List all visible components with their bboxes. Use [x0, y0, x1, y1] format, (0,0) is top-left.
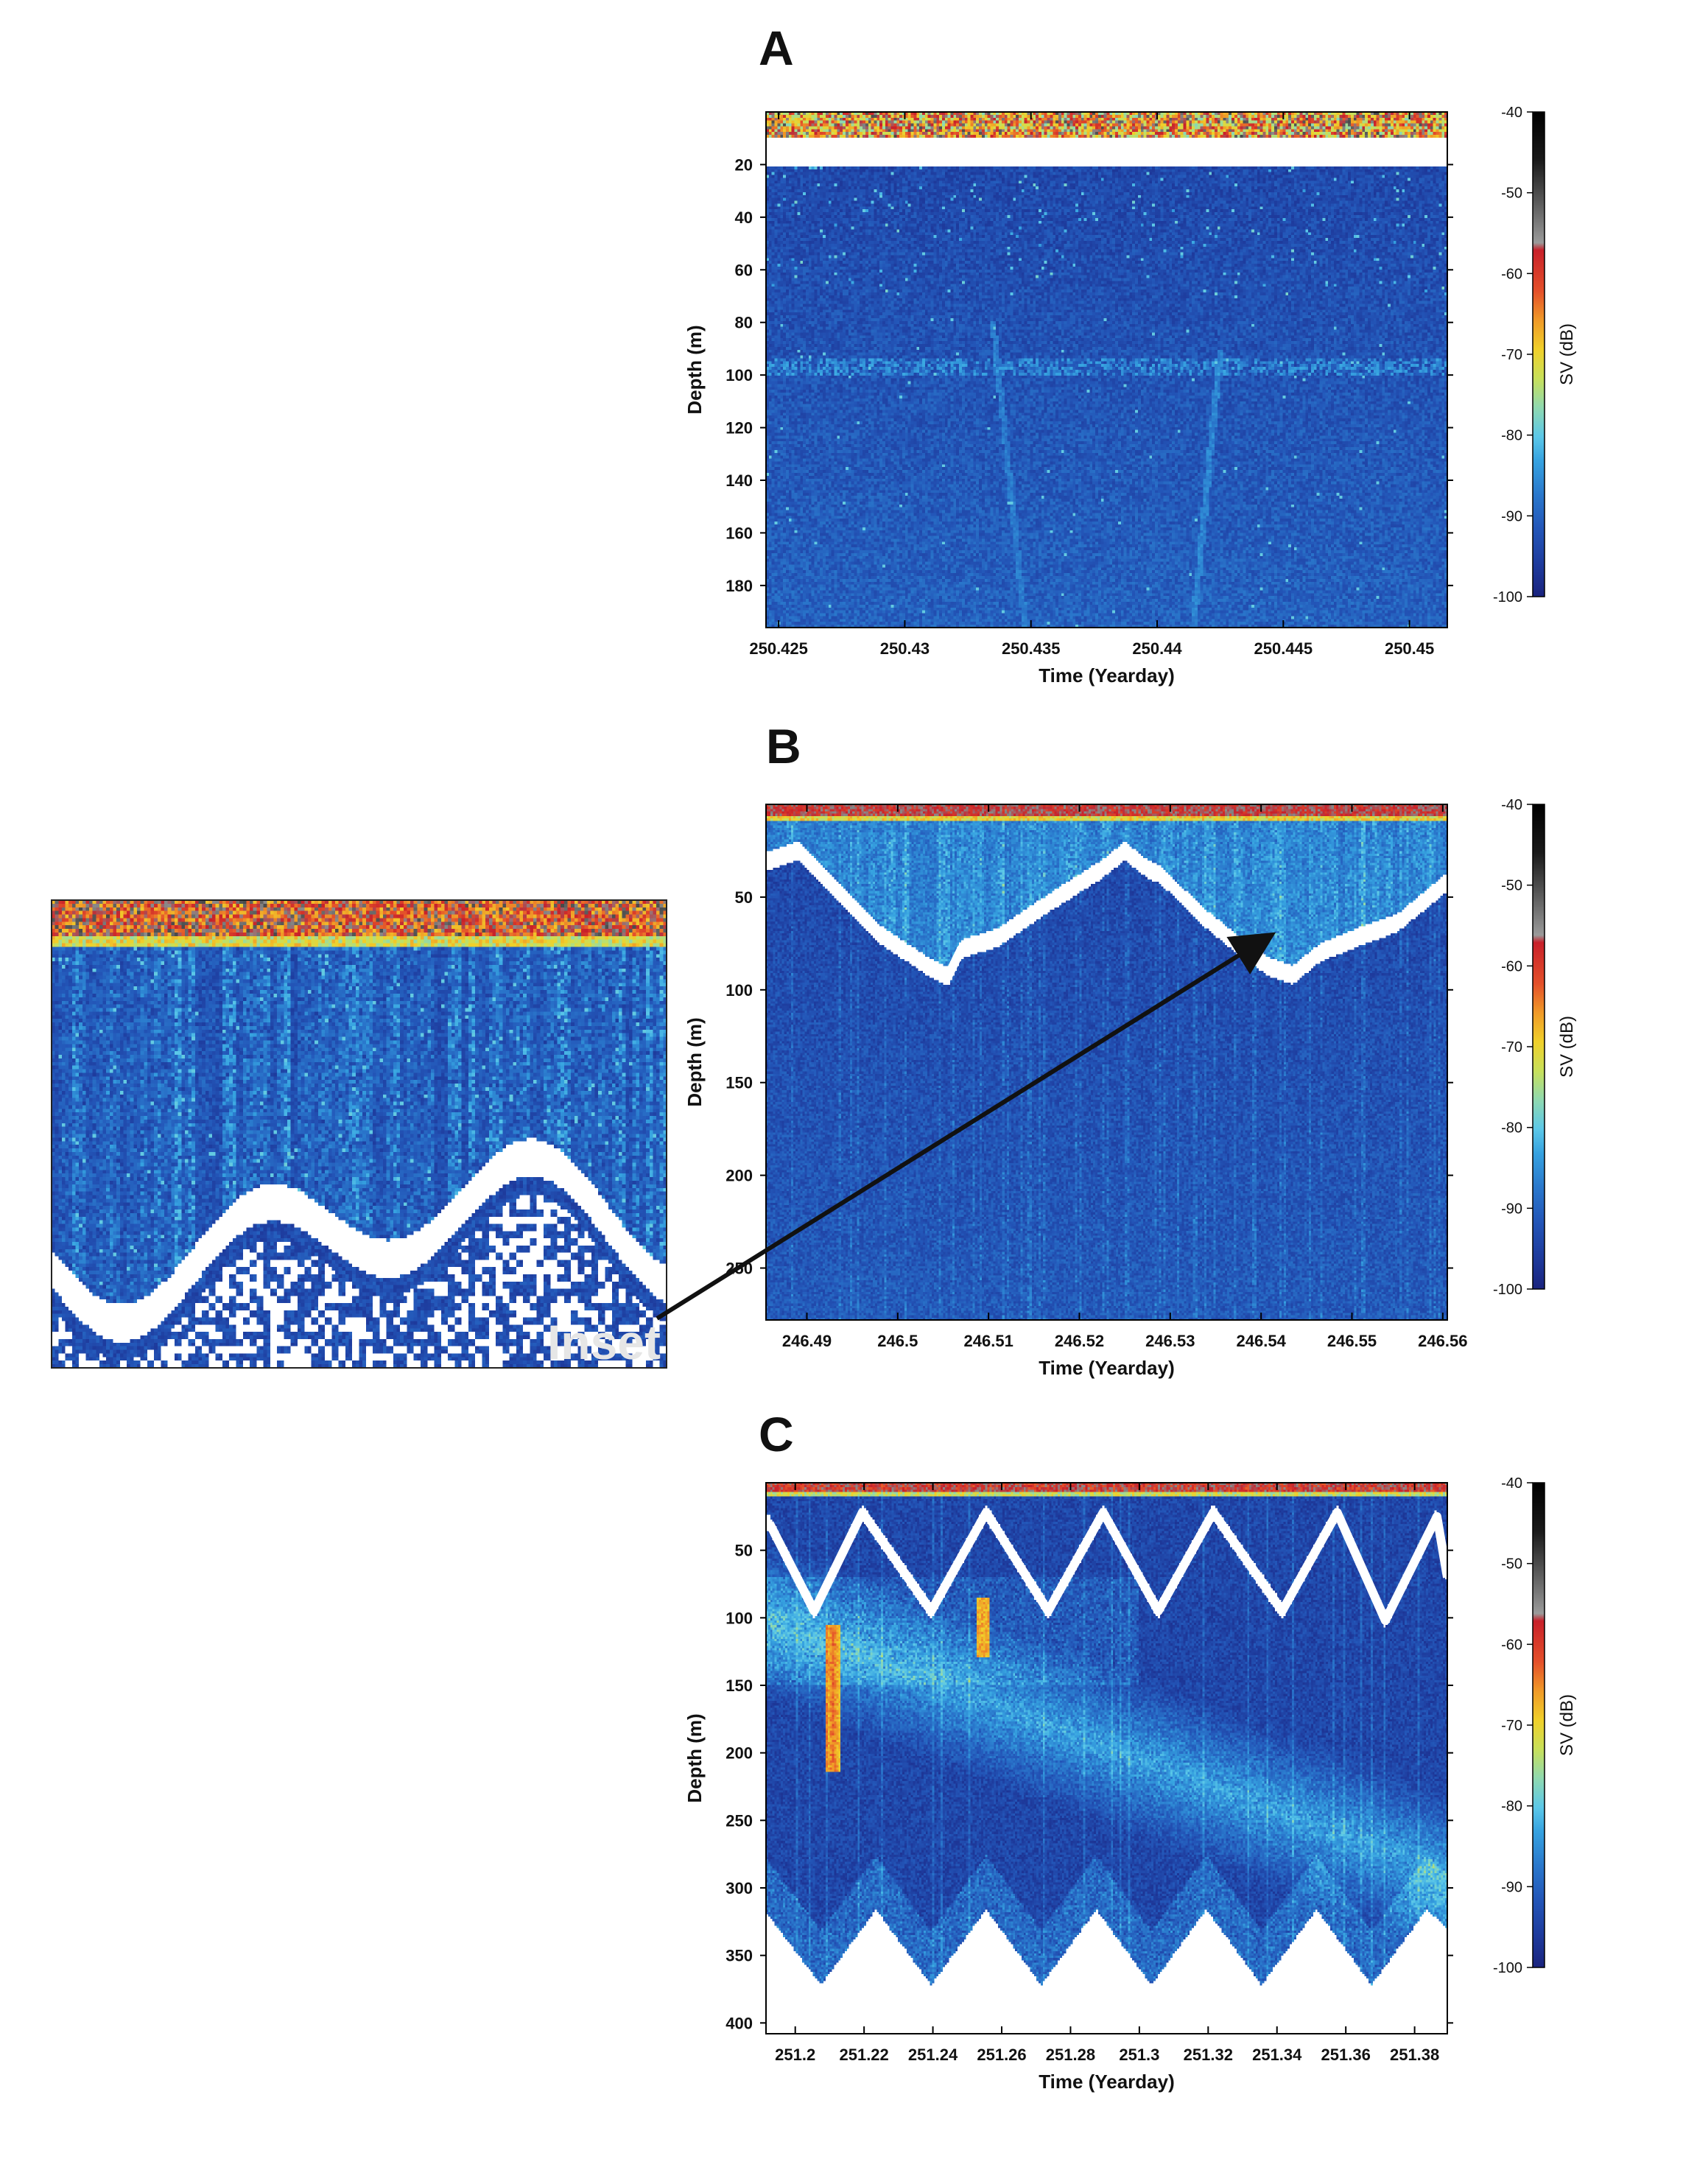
x-tick-label: 251.28 [1046, 2046, 1095, 2064]
heatmap-images [52, 112, 1447, 2034]
y-tick-label: 40 [735, 208, 753, 227]
colorbar-tick-label: -80 [1501, 428, 1522, 444]
inset-frame [51, 899, 667, 1369]
colorbar-tick-label: -60 [1501, 266, 1522, 282]
panel-c-frame [765, 1482, 1448, 2034]
x-tick-label: 246.54 [1237, 1332, 1287, 1350]
x-axis-title: Time (Yearday) [1039, 2071, 1175, 2093]
panel-b-frame [765, 804, 1448, 1321]
x-tick-label: 246.52 [1055, 1332, 1104, 1350]
inset-arrow [656, 932, 1276, 1321]
colorbar-tick-label: -100 [1493, 1960, 1522, 1976]
colorbar-tick-label: -90 [1501, 1879, 1522, 1895]
x-axis-title: Time (Yearday) [1039, 1357, 1175, 1379]
colorbar-tick-label: -60 [1501, 958, 1522, 975]
panel-letter: A [759, 21, 794, 75]
panel-a-echogram [766, 112, 1447, 628]
panel-c-echogram [766, 1483, 1447, 2034]
y-tick-label: 50 [735, 1542, 753, 1560]
overlay-layer [765, 846, 1452, 1625]
y-tick-label: 140 [725, 471, 753, 490]
y-tick-label: 100 [725, 1609, 753, 1627]
x-tick-label: 246.49 [782, 1332, 832, 1350]
y-tick-label: 400 [725, 2014, 753, 2032]
y-tick-label: 100 [725, 981, 753, 1000]
x-tick-label: 250.435 [1002, 639, 1061, 658]
y-tick-label: 120 [725, 419, 753, 438]
inset-echogram [52, 900, 667, 1368]
y-axis-title: Depth (m) [684, 325, 706, 414]
x-tick-label: 251.38 [1390, 2046, 1439, 2064]
x-tick-label: 251.24 [908, 2046, 958, 2064]
panel-c-glider-track [765, 1508, 1452, 1625]
panel-b-glider-track [769, 846, 1450, 982]
colorbar-tick-label: -70 [1501, 347, 1522, 363]
x-tick-label: 251.22 [839, 2046, 888, 2064]
x-axis-title: Time (Yearday) [1039, 664, 1175, 687]
x-tick-label: 251.34 [1252, 2046, 1302, 2064]
colorbar-label: SV (dB) [1557, 1016, 1577, 1078]
y-tick-label: 20 [735, 155, 753, 174]
colorbar-tick-label: -60 [1501, 1637, 1522, 1653]
x-tick-label: 251.26 [977, 2046, 1026, 2064]
y-tick-label: 150 [725, 1676, 753, 1695]
inset-label: Inset [547, 1315, 661, 1369]
colorbar-tick-label: -70 [1501, 1039, 1522, 1056]
x-tick-label: 251.2 [775, 2046, 815, 2064]
y-tick-label: 150 [725, 1074, 753, 1092]
y-axis-title: Depth (m) [684, 1017, 706, 1106]
colorbar [1532, 1482, 1545, 1968]
panel-letter: C [759, 1407, 794, 1461]
x-tick-label: 250.43 [880, 639, 930, 658]
panel-a-frame [765, 111, 1448, 628]
panel-b-echogram [766, 804, 1447, 1320]
x-tick-label: 251.3 [1119, 2046, 1159, 2064]
colorbar-tick-label: -80 [1501, 1120, 1522, 1137]
colorbar-tick-label: -50 [1501, 1556, 1522, 1573]
y-tick-label: 350 [725, 1947, 753, 1965]
colorbar-tick-label: -50 [1501, 186, 1522, 202]
colorbar-tick-label: -40 [1501, 797, 1522, 813]
colorbar-tick-label: -100 [1493, 1282, 1522, 1298]
y-tick-label: 300 [725, 1879, 753, 1897]
x-tick-label: 251.32 [1184, 2046, 1233, 2064]
colorbar-tick-label: -70 [1501, 1718, 1522, 1734]
y-axis-title: Depth (m) [684, 1713, 706, 1802]
x-tick-label: 250.445 [1254, 639, 1313, 658]
y-tick-label: 180 [725, 577, 753, 595]
x-tick-label: 251.36 [1321, 2046, 1371, 2064]
x-tick-label: 246.5 [877, 1332, 918, 1350]
y-tick-label: 160 [725, 524, 753, 542]
x-tick-label: 246.55 [1327, 1332, 1377, 1350]
x-tick-label: 246.53 [1145, 1332, 1195, 1350]
y-tick-label: 50 [735, 888, 753, 907]
x-tick-label: 250.425 [749, 639, 808, 658]
x-tick-label: 246.56 [1418, 1332, 1467, 1350]
colorbar [1532, 111, 1545, 597]
colorbar-tick-label: -90 [1501, 1201, 1522, 1217]
colorbar-tick-label: -40 [1501, 105, 1522, 121]
x-tick-label: 250.44 [1132, 639, 1182, 658]
y-tick-label: 200 [725, 1744, 753, 1763]
x-tick-label: 250.45 [1385, 639, 1434, 658]
colorbar-label: SV (dB) [1557, 323, 1577, 385]
colorbar-tick-label: -50 [1501, 878, 1522, 894]
colorbar-tick-label: -100 [1493, 589, 1522, 605]
panel-letter: B [766, 719, 801, 773]
y-tick-label: 100 [725, 366, 753, 385]
colorbar-tick-label: -90 [1501, 508, 1522, 524]
colorbar [1532, 804, 1545, 1290]
y-tick-label: 250 [725, 1811, 753, 1830]
x-tick-label: 246.51 [964, 1332, 1013, 1350]
colorbar-tick-label: -40 [1501, 1475, 1522, 1492]
axes-layer: A 250.425 250.43 250.435 250.44 250.445 250.45… [51, 21, 1577, 2093]
y-tick-label: 200 [725, 1167, 753, 1185]
colorbar-tick-label: -80 [1501, 1799, 1522, 1815]
y-tick-label: 80 [735, 314, 753, 332]
colorbar-label: SV (dB) [1557, 1694, 1577, 1756]
y-tick-label: 60 [735, 261, 753, 279]
